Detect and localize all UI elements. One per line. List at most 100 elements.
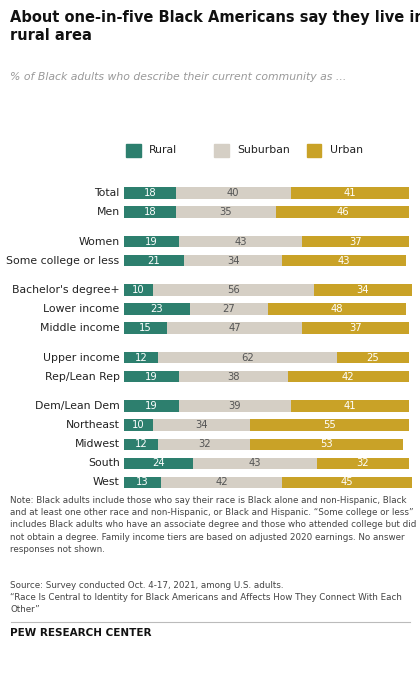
Bar: [158, 352, 337, 363]
Bar: [124, 419, 153, 431]
Text: Middle income: Middle income: [40, 323, 120, 333]
Text: West: West: [93, 477, 120, 487]
Bar: [161, 477, 282, 488]
Bar: [124, 458, 193, 469]
Text: % of Black adults who describe their current community as ...: % of Black adults who describe their cur…: [10, 72, 347, 82]
Text: 39: 39: [228, 401, 241, 411]
Text: 42: 42: [215, 477, 228, 487]
Text: 41: 41: [344, 188, 356, 198]
Bar: [176, 207, 276, 218]
Text: Dem/Lean Dem: Dem/Lean Dem: [35, 401, 120, 411]
Text: 45: 45: [341, 477, 353, 487]
Text: Rep/Lean Rep: Rep/Lean Rep: [45, 372, 120, 381]
Text: 37: 37: [349, 323, 362, 333]
Text: Men: Men: [97, 207, 120, 217]
Bar: [291, 188, 409, 198]
Bar: [288, 371, 409, 382]
Text: Urban: Urban: [330, 145, 363, 155]
Text: 25: 25: [366, 352, 379, 362]
Text: 37: 37: [349, 236, 362, 246]
Text: PEW RESEARCH CENTER: PEW RESEARCH CENTER: [10, 628, 152, 638]
Text: Lower income: Lower income: [43, 304, 120, 314]
Text: 12: 12: [135, 352, 147, 362]
Bar: [317, 458, 409, 469]
Text: 23: 23: [151, 304, 163, 314]
Text: Some college or less: Some college or less: [6, 256, 120, 265]
Bar: [124, 207, 176, 218]
Text: 55: 55: [323, 421, 336, 430]
Text: 15: 15: [139, 323, 152, 333]
Text: 13: 13: [136, 477, 149, 487]
Bar: [178, 371, 288, 382]
Bar: [124, 236, 178, 247]
Text: Rural: Rural: [149, 145, 177, 155]
Bar: [176, 188, 291, 198]
Bar: [302, 323, 409, 334]
Text: Source: Survey conducted Oct. 4-17, 2021, among U.S. adults.
“Race Is Central to: Source: Survey conducted Oct. 4-17, 2021…: [10, 580, 402, 614]
Text: Note: Black adults include those who say their race is Black alone and non-Hispa: Note: Black adults include those who say…: [10, 496, 417, 554]
Bar: [124, 323, 167, 334]
Bar: [124, 371, 178, 382]
Text: 43: 43: [338, 256, 350, 265]
Text: 42: 42: [342, 372, 354, 381]
Bar: [282, 477, 412, 488]
Text: 62: 62: [241, 352, 254, 362]
Text: 19: 19: [145, 372, 158, 381]
Text: South: South: [88, 458, 120, 468]
Bar: [193, 458, 317, 469]
Bar: [184, 255, 282, 267]
Text: 34: 34: [227, 256, 239, 265]
Bar: [214, 144, 229, 157]
Text: 18: 18: [144, 207, 156, 217]
Text: 43: 43: [249, 458, 261, 468]
Text: 40: 40: [227, 188, 239, 198]
Text: Total: Total: [94, 188, 120, 198]
Text: 56: 56: [227, 285, 239, 295]
Text: 24: 24: [152, 458, 165, 468]
Bar: [124, 400, 178, 412]
Bar: [307, 144, 321, 157]
Text: 10: 10: [132, 421, 144, 430]
Text: 12: 12: [135, 439, 147, 450]
Text: 48: 48: [331, 304, 343, 314]
Bar: [250, 419, 409, 431]
Text: Suburban: Suburban: [237, 145, 290, 155]
Text: 47: 47: [228, 323, 241, 333]
Bar: [153, 284, 314, 296]
Text: 32: 32: [357, 458, 369, 468]
Text: Midwest: Midwest: [75, 439, 120, 450]
Bar: [124, 439, 158, 450]
Bar: [124, 284, 153, 296]
Bar: [314, 284, 412, 296]
Bar: [124, 477, 161, 488]
Bar: [178, 400, 291, 412]
Bar: [167, 323, 302, 334]
Bar: [268, 304, 406, 315]
Bar: [124, 352, 158, 363]
Text: 32: 32: [198, 439, 211, 450]
Bar: [158, 439, 250, 450]
Text: Northeast: Northeast: [66, 421, 120, 430]
Text: 46: 46: [336, 207, 349, 217]
Bar: [124, 255, 184, 267]
Text: Women: Women: [79, 236, 120, 246]
Bar: [282, 255, 406, 267]
Bar: [178, 236, 302, 247]
Bar: [291, 400, 409, 412]
Text: 19: 19: [145, 401, 158, 411]
Text: Upper income: Upper income: [43, 352, 120, 362]
Text: 34: 34: [357, 285, 369, 295]
Text: 43: 43: [234, 236, 247, 246]
Text: 38: 38: [227, 372, 239, 381]
Bar: [190, 304, 268, 315]
Text: 35: 35: [220, 207, 232, 217]
Bar: [276, 207, 409, 218]
Bar: [124, 188, 176, 198]
Text: 27: 27: [223, 304, 235, 314]
Text: 19: 19: [145, 236, 158, 246]
Text: 34: 34: [195, 421, 208, 430]
Text: Bachelor's degree+: Bachelor's degree+: [12, 285, 120, 295]
Bar: [153, 419, 250, 431]
Bar: [250, 439, 403, 450]
Bar: [126, 144, 141, 157]
